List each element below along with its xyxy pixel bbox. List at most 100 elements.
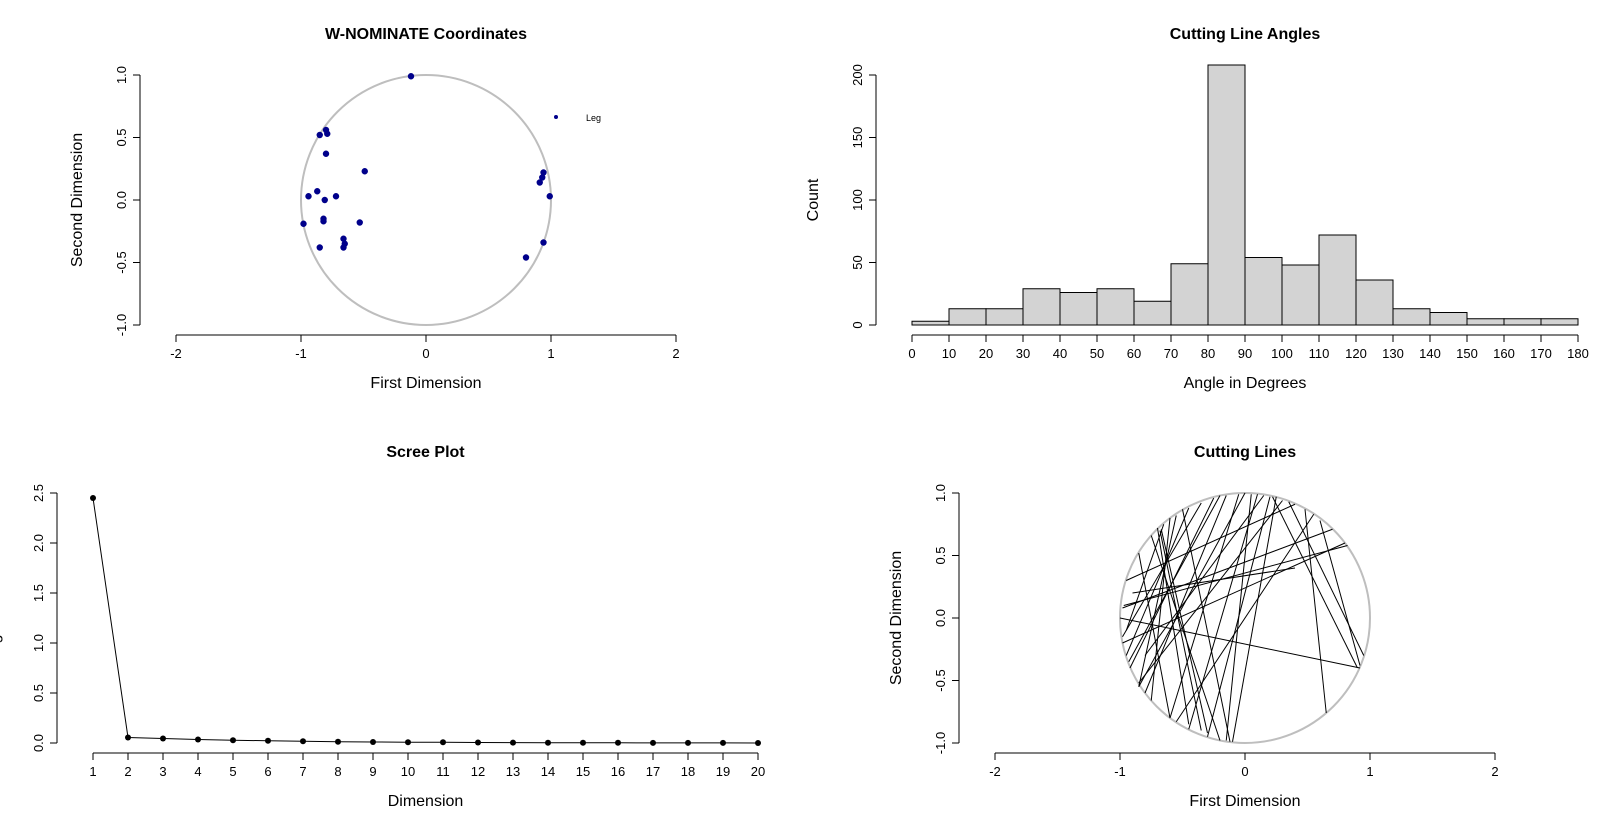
y-tick-label: 150 (850, 127, 865, 149)
scree-point (545, 739, 551, 746)
x-tick-label: 11 (436, 764, 450, 779)
cutting-line (1288, 501, 1365, 656)
legislator-point (540, 239, 547, 246)
x-tick-label: 1 (1366, 764, 1373, 779)
x-tick-label: 90 (1238, 346, 1252, 361)
y-axis-title: Count (805, 178, 822, 221)
x-tick-label: 120 (1345, 346, 1367, 361)
x-tick-label: 30 (1016, 346, 1030, 361)
y-tick-label: 2.0 (31, 534, 46, 552)
histogram-bar (1355, 279, 1394, 326)
x-tick-label: 10 (401, 764, 415, 779)
legislator-point (316, 131, 323, 139)
x-tick-label: -2 (170, 346, 182, 361)
cutting-line (1182, 509, 1231, 742)
histogram-bar (1466, 318, 1505, 326)
y-tick-label: 0.5 (933, 546, 948, 564)
x-tick-label: 140 (1419, 346, 1441, 361)
x-tick-label: 70 (1164, 346, 1178, 361)
legislator-point (324, 130, 331, 137)
legislator-point (340, 235, 347, 242)
scree-point (265, 737, 271, 744)
y-tick-label: -1.0 (114, 314, 129, 336)
scree-line (92, 497, 759, 744)
cutting-line (1122, 528, 1333, 609)
scree-point (650, 739, 656, 746)
cutting-line (1207, 496, 1271, 737)
legislator-point (522, 254, 530, 261)
cutting-line (1304, 509, 1327, 714)
y-tick-label: -0.5 (933, 669, 948, 691)
x-tick-label: 180 (1567, 346, 1589, 361)
x-tick-label: -2 (989, 764, 1001, 779)
scree-point (335, 738, 341, 745)
cutting-line (1138, 515, 1177, 687)
y-tick-label: 0.0 (933, 609, 948, 627)
legislator-point (332, 193, 340, 200)
x-tick-label: 20 (751, 764, 765, 779)
histogram-bar (948, 308, 987, 326)
legislator-point (320, 218, 327, 225)
y-tick-label: 1.5 (31, 584, 46, 602)
cutting-line (1319, 520, 1361, 666)
x-tick-label: 80 (1201, 346, 1215, 361)
x-tick-label: -1 (295, 346, 307, 361)
legislator-point (539, 174, 546, 181)
y-tick-label: 0 (850, 321, 865, 328)
scree-point (160, 735, 166, 742)
x-tick-label: 18 (681, 764, 695, 779)
legislator-point (316, 244, 323, 251)
cutting-line-angles-chart: 0 10 20 30 40 50 60 70 80 90 100 110 120 130 140 150 160… (805, 26, 1589, 392)
scree-point (755, 740, 761, 746)
x-tick-label: 4 (194, 764, 201, 779)
scree-point (510, 739, 516, 746)
x-axis-title: First Dimension (370, 375, 481, 392)
histogram-bar (1096, 288, 1135, 326)
x-tick-label: 170 (1530, 346, 1552, 361)
cutting-line (1122, 542, 1346, 644)
histogram-bar (1429, 312, 1468, 326)
histogram-bar (985, 308, 1024, 326)
x-tick-label: 2 (1491, 764, 1498, 779)
cutting-line (1138, 500, 1283, 684)
x-tick-label: 7 (299, 764, 306, 779)
x-tick-label: 2 (672, 346, 679, 361)
x-tick-label: -1 (1114, 764, 1126, 779)
wnominate-chart: -2 -1 0 1 2 -1.0 -0.5 0.0 0.5 1.0 W-NOMINATE Coord… (69, 26, 680, 392)
legend-marker (554, 115, 558, 119)
y-tick-label: -0.5 (114, 251, 129, 273)
x-tick-label: 60 (1127, 346, 1141, 361)
histogram-bar (1022, 288, 1061, 326)
cutting-line (1232, 496, 1277, 742)
x-tick-label: 0 (1241, 764, 1248, 779)
legislator-point (300, 220, 307, 227)
y-tick-label: 50 (850, 255, 865, 269)
x-tick-label: 100 (1271, 346, 1293, 361)
scree-point (230, 737, 236, 744)
legislator-point (305, 193, 312, 200)
chart-title: W-NOMINATE Coordinates (325, 26, 527, 43)
x-tick-label: 20 (979, 346, 993, 361)
scree-point (90, 495, 96, 501)
legislator-point (322, 150, 330, 157)
x-tick-label: 3 (159, 764, 166, 779)
legislator-point (536, 179, 543, 186)
x-axis-title: First Dimension (1189, 793, 1300, 810)
cutting-line (1175, 513, 1315, 723)
y-tick-label: 1.0 (31, 634, 46, 652)
x-tick-label: 40 (1053, 346, 1067, 361)
scree-plot-chart: 1 2 3 4 5 6 7 8 9 10 11 12 13 14 15 16 17 18 19 200.00.51.0… (0, 444, 765, 810)
y-tick-label: 1.0 (114, 66, 129, 84)
legislator-point (356, 219, 363, 226)
legislator-point (540, 169, 547, 176)
histogram-bar (1318, 234, 1357, 326)
legend-label: Leg (586, 113, 601, 123)
cutting-line (1157, 527, 1190, 725)
cutting-line (1272, 496, 1358, 669)
cutting-line (1126, 503, 1296, 581)
scree-point (580, 739, 586, 746)
x-tick-label: 14 (541, 764, 555, 779)
x-tick-label: 110 (1309, 346, 1330, 361)
histogram-bar (1503, 318, 1542, 326)
